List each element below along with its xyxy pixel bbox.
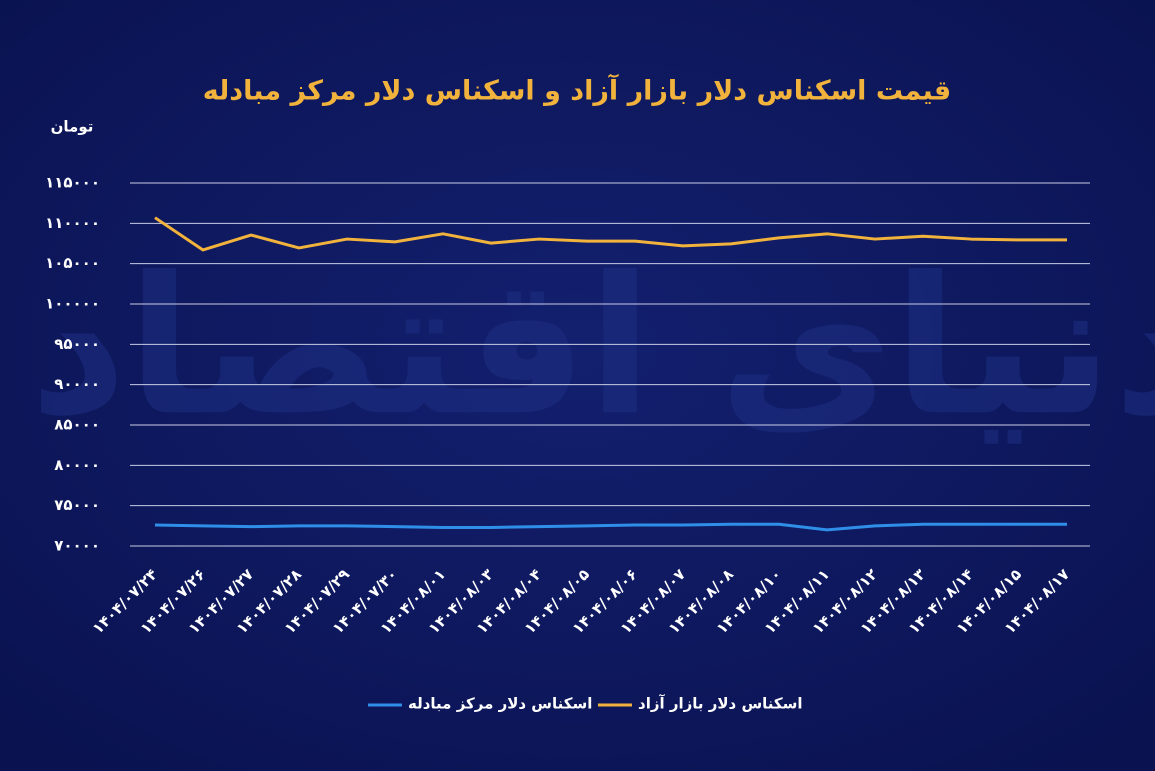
legend-label: اسکناس دلار بازار آزاد <box>638 695 803 713</box>
y-tick-label: ۷۰۰۰۰ <box>54 537 100 555</box>
y-tick-label: ۱۰۵۰۰۰ <box>45 254 100 272</box>
y-tick-label: ۱۱۰۰۰۰ <box>45 214 100 232</box>
y-tick-label: ۱۱۵۰۰۰ <box>45 174 100 192</box>
watermark: دنیای اقتصاد <box>29 236 1155 457</box>
y-tick-label: ۹۵۰۰۰ <box>54 335 100 353</box>
y-tick-label: ۸۰۰۰۰ <box>54 456 100 474</box>
y-tick-label: ۹۰۰۰۰ <box>54 375 100 393</box>
y-tick-label: ۸۵۰۰۰ <box>54 416 100 434</box>
chart-title: قیمت اسکناس دلار بازار آزاد و اسکناس دلا… <box>203 74 951 107</box>
series-line <box>154 216 1067 252</box>
legend-label: اسکناس دلار مرکز مبادله <box>408 695 592 713</box>
series-line <box>154 522 1067 532</box>
y-axis-label: تومان <box>51 118 94 136</box>
y-tick-label: ۱۰۰۰۰۰ <box>45 295 100 313</box>
y-tick-label: ۷۵۰۰۰ <box>54 496 100 514</box>
